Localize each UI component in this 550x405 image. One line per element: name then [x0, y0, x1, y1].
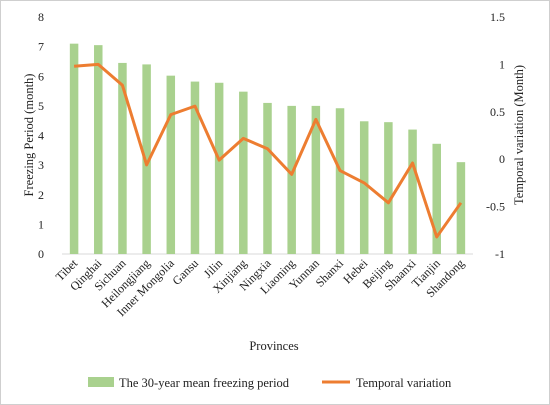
bar	[432, 143, 441, 254]
legend-label-bars: The 30-year mean freezing period	[119, 376, 290, 390]
plot-area	[62, 43, 473, 255]
x-tick-label: Shanxi	[313, 256, 347, 290]
bar	[118, 62, 127, 255]
left-tick-label: 1	[38, 217, 44, 231]
right-tick-label: -0.5	[486, 200, 505, 214]
left-tick-label: 4	[38, 129, 44, 143]
y2-axis-title: Temporal variation (Month)	[512, 65, 526, 205]
legend-label-line: Temporal variation	[356, 376, 452, 390]
bar	[456, 162, 466, 254]
left-tick-label: 7	[38, 40, 44, 54]
right-tick-label: 0	[499, 152, 505, 166]
right-tick-label: 1.5	[490, 10, 505, 24]
x-axis-title: Provinces	[249, 339, 298, 353]
bar	[287, 105, 296, 254]
left-tick-label: 2	[38, 188, 44, 202]
bar	[69, 43, 79, 254]
bar	[214, 82, 224, 254]
left-tick-label: 6	[38, 69, 44, 83]
right-axis-ticks: -1 -0.5 0 0.5 1 1.5	[486, 10, 505, 261]
bar	[384, 122, 393, 254]
bar-series	[69, 43, 466, 255]
bar	[190, 81, 200, 255]
bar	[94, 45, 103, 254]
x-tick-label: Gansu	[170, 256, 202, 288]
legend-swatch-bars	[88, 377, 114, 387]
left-axis-ticks: 0 1 2 3 4 5 6 7 8	[38, 10, 44, 261]
line-series	[73, 62, 463, 239]
bar	[359, 121, 369, 254]
legend: The 30-year mean freezing period Tempora…	[88, 376, 452, 390]
bar	[335, 108, 345, 255]
bar	[239, 91, 248, 254]
left-tick-label: 0	[38, 247, 44, 261]
bar	[166, 75, 176, 254]
left-tick-label: 3	[38, 158, 44, 172]
bar	[408, 129, 417, 254]
bar	[263, 102, 272, 254]
y-axis-title: Freezing Period (month)	[22, 74, 36, 197]
bar	[311, 105, 321, 254]
left-tick-label: 8	[38, 10, 44, 24]
right-tick-label: 1	[499, 57, 505, 71]
right-tick-label: -1	[495, 247, 505, 261]
left-tick-label: 5	[38, 99, 44, 113]
bar	[142, 64, 151, 255]
right-tick-label: 0.5	[490, 105, 505, 119]
